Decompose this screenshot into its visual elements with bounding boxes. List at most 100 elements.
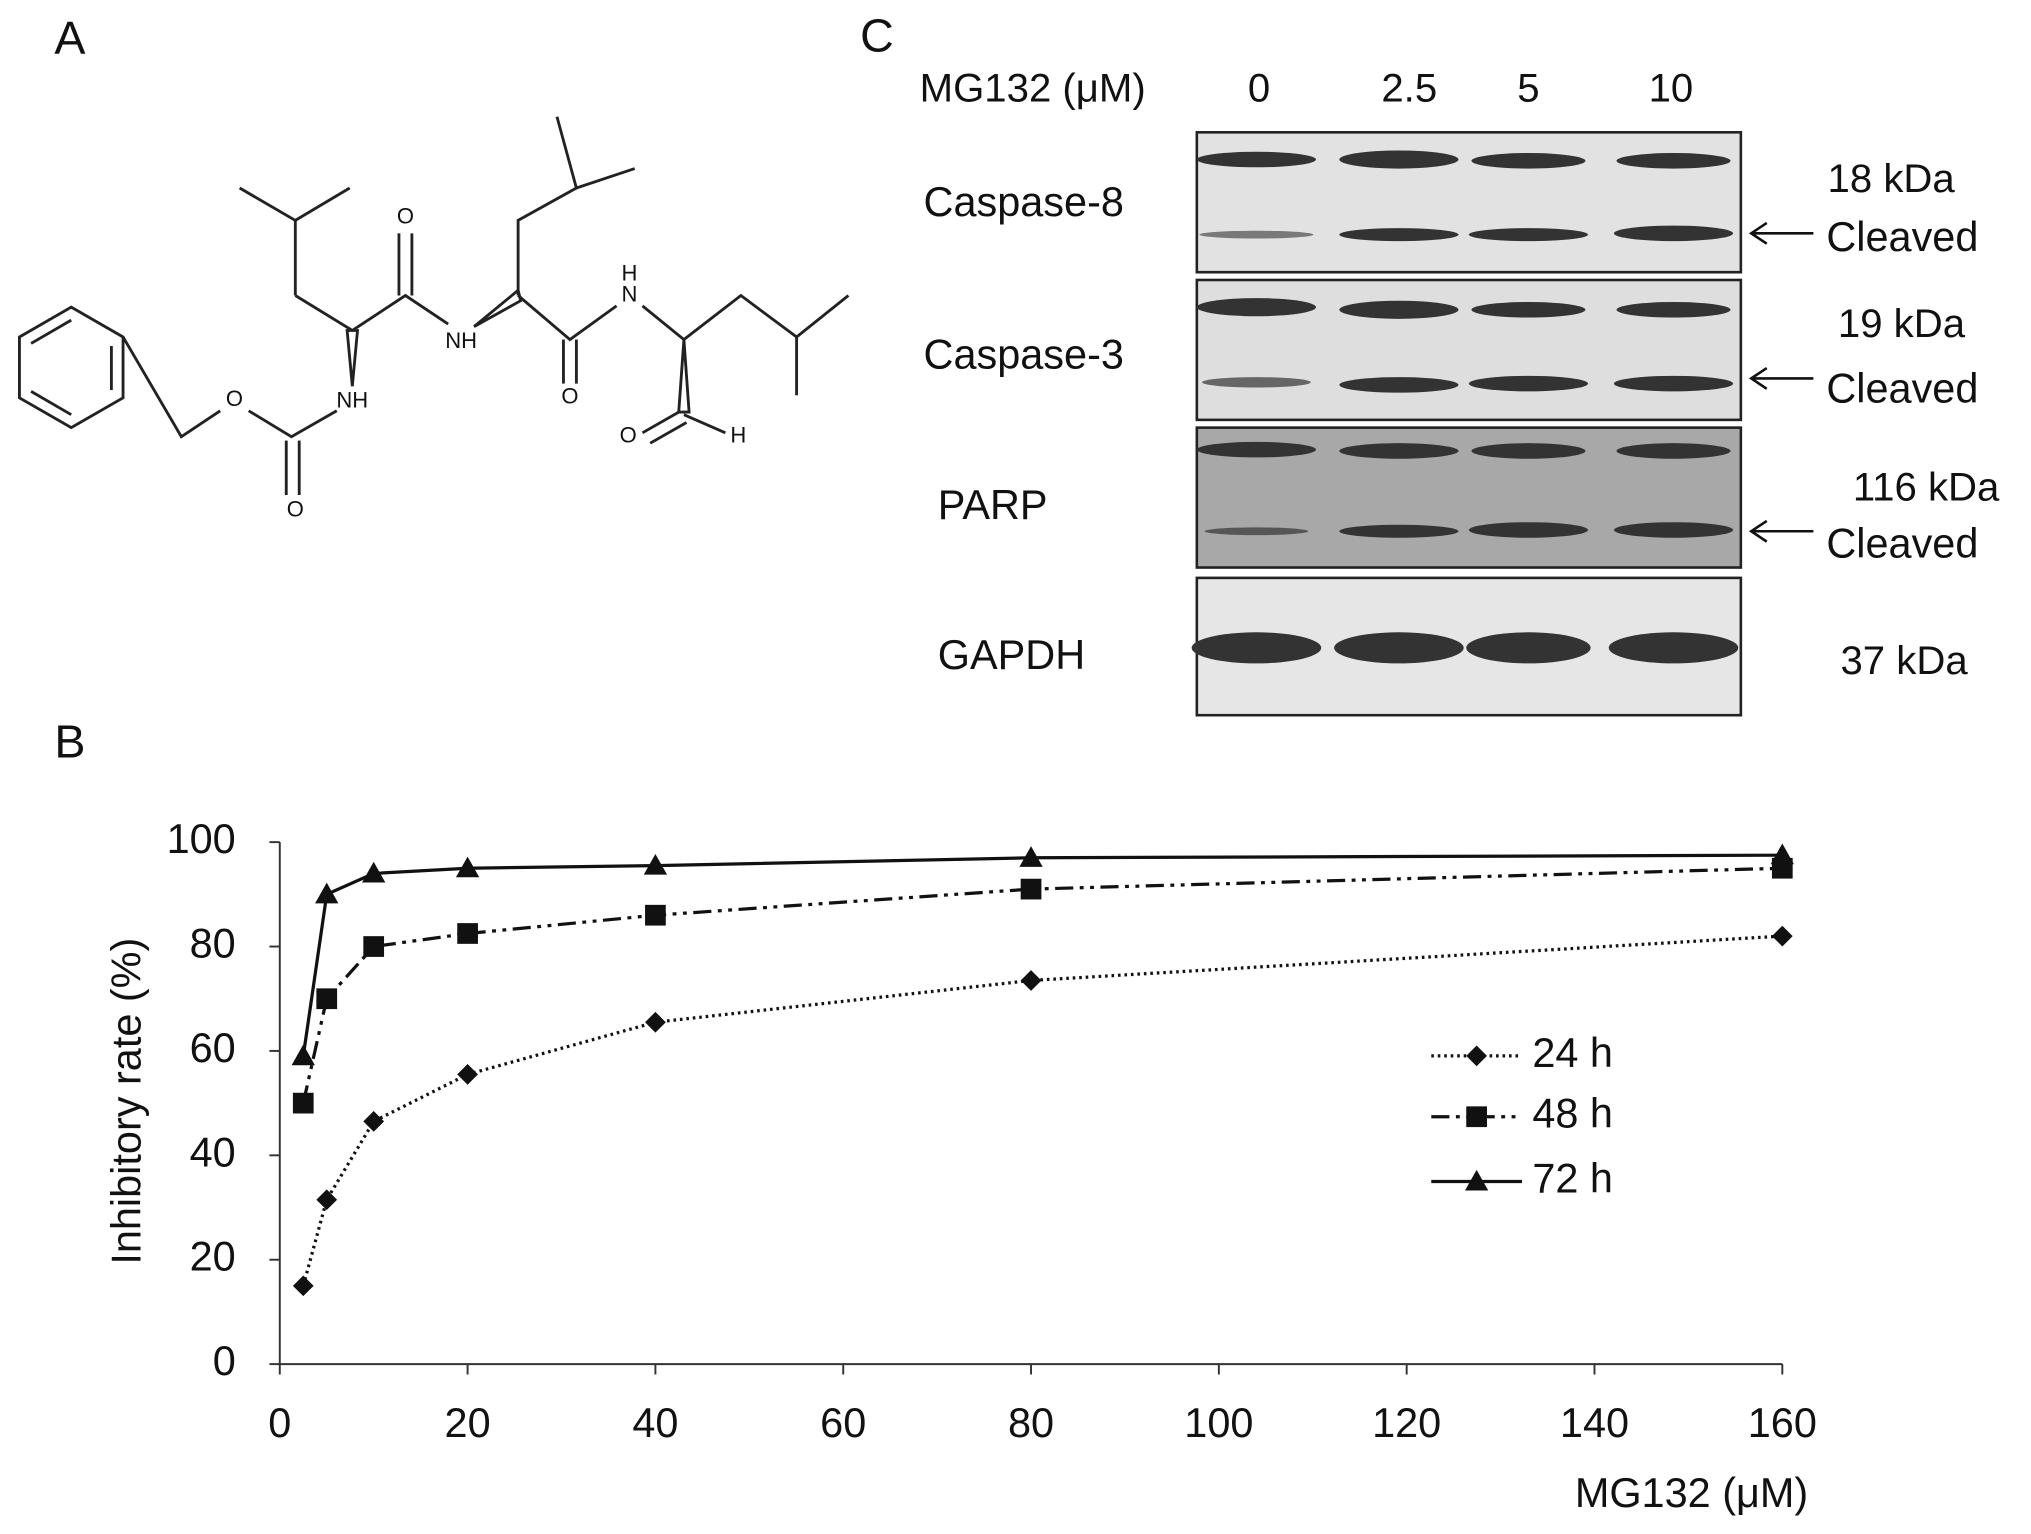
- band: [1471, 153, 1586, 169]
- lane-label: 5: [1517, 65, 1539, 110]
- band: [1468, 375, 1589, 392]
- arrow: [1748, 221, 1814, 245]
- x-tick-label: 40: [632, 1399, 678, 1446]
- y-tick-label: 100: [167, 815, 236, 862]
- cleaved-label: Cleaved: [1826, 364, 1978, 411]
- bond: [641, 410, 680, 435]
- band: [1191, 632, 1322, 664]
- band: [1339, 524, 1459, 538]
- bond: [517, 294, 618, 342]
- wedge: [677, 339, 691, 414]
- x-tick-label: 160: [1748, 1399, 1817, 1446]
- y-axis-label: Inhibitory rate (%): [102, 938, 149, 1265]
- y-tick-label: 0: [213, 1337, 236, 1384]
- size-label: 19 kDa: [1838, 301, 1966, 346]
- marker: [1019, 846, 1043, 867]
- atom-label: O: [226, 386, 243, 411]
- bond: [516, 116, 579, 296]
- x-tick-label: 120: [1372, 1399, 1441, 1446]
- bond: [575, 167, 636, 190]
- band: [1196, 441, 1317, 458]
- legend-label: 24 h: [1532, 1029, 1613, 1076]
- band: [1616, 153, 1731, 169]
- band: [1613, 225, 1734, 242]
- y-tick-label: 20: [190, 1233, 236, 1280]
- bands: [1191, 150, 1739, 664]
- protein-label: GAPDH: [938, 631, 1085, 678]
- y-tick-label: 80: [190, 919, 236, 966]
- band: [1468, 522, 1589, 538]
- cleaved-label: Cleaved: [1826, 520, 1978, 567]
- band: [1196, 151, 1317, 168]
- band: [1613, 375, 1734, 392]
- protein-label: Caspase-3: [924, 331, 1124, 378]
- atom-label: O: [620, 423, 637, 448]
- band: [1339, 443, 1459, 459]
- band: [1616, 443, 1731, 459]
- band: [1334, 632, 1464, 664]
- x-axis-label: MG132 (μM): [1575, 1469, 1808, 1516]
- marker: [292, 1275, 314, 1297]
- band: [1471, 301, 1586, 318]
- atom-label: N: [622, 281, 638, 306]
- legend-marker: [1466, 1045, 1487, 1067]
- bond: [30, 390, 72, 416]
- band: [1204, 527, 1309, 536]
- band: [1339, 150, 1459, 169]
- size-label: 116 kDa: [1853, 464, 2000, 509]
- legend-label: 72 h: [1532, 1154, 1613, 1201]
- band: [1339, 377, 1459, 393]
- atom-label: O: [287, 496, 304, 521]
- bond: [247, 409, 338, 439]
- band: [1468, 228, 1589, 242]
- marker: [1771, 925, 1793, 947]
- y-tick-label: 40: [190, 1128, 236, 1175]
- band: [1471, 443, 1586, 459]
- band: [1616, 301, 1731, 318]
- x-tick-label: 20: [445, 1399, 491, 1446]
- band: [1202, 377, 1311, 388]
- x-tick-label: 140: [1560, 1399, 1629, 1446]
- bond: [649, 421, 688, 445]
- marker: [1770, 843, 1794, 865]
- x-tick-label: 60: [820, 1399, 866, 1446]
- marker: [292, 1092, 314, 1114]
- marker: [457, 923, 478, 944]
- band: [1199, 230, 1314, 239]
- protein-label: PARP: [938, 481, 1048, 528]
- marker: [457, 1064, 478, 1085]
- legend-marker: [1464, 1169, 1489, 1191]
- marker: [1020, 878, 1042, 900]
- band: [1608, 632, 1739, 664]
- marker: [1020, 970, 1042, 991]
- arrow: [1748, 519, 1814, 543]
- bond: [30, 318, 72, 345]
- band: [1196, 298, 1317, 317]
- x-tick-label: 100: [1184, 1399, 1253, 1446]
- marker: [455, 856, 480, 878]
- lane-label: 0: [1248, 65, 1270, 110]
- band: [1613, 522, 1734, 538]
- x-tick-label: 0: [268, 1399, 291, 1446]
- marker: [362, 861, 386, 883]
- treatment-label: MG132 (μM): [920, 65, 1146, 110]
- size-label: 18 kDa: [1828, 156, 1956, 201]
- benzene-ring: [18, 305, 125, 430]
- lane-label: 10: [1649, 65, 1694, 110]
- panel-label: B: [54, 715, 85, 767]
- size-label: 37 kDa: [1840, 638, 1968, 683]
- legend-marker: [1466, 1106, 1487, 1128]
- bond: [294, 293, 449, 333]
- marker: [363, 936, 385, 957]
- bond: [121, 336, 221, 439]
- atom-label: H: [730, 423, 746, 448]
- atom-label: NH: [336, 388, 368, 413]
- atom-label: O: [561, 384, 578, 409]
- bond: [683, 413, 726, 435]
- bond: [294, 186, 351, 222]
- y-tick-label: 60: [190, 1024, 236, 1071]
- band: [1466, 632, 1591, 664]
- protein-label: Caspase-8: [924, 178, 1124, 225]
- bond: [795, 294, 850, 339]
